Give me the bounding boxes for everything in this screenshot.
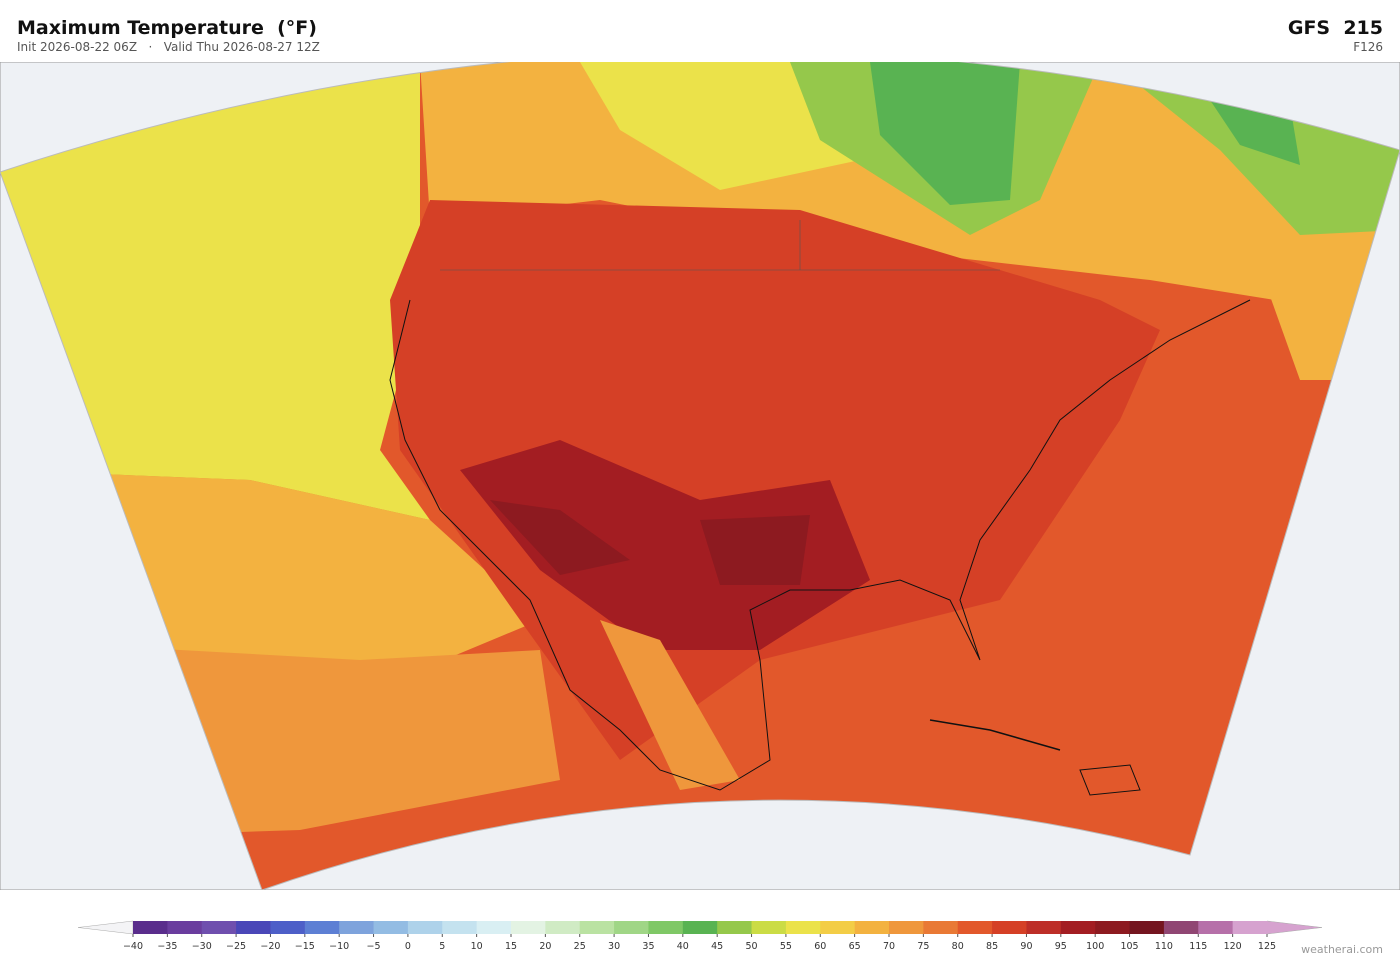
colorbar-tick-label: 110 — [1155, 941, 1173, 952]
colorbar-tick-label: 55 — [780, 941, 792, 952]
colorbar-tick-label: 85 — [986, 941, 998, 952]
colorbar-tick-label: −40 — [123, 941, 143, 952]
forecast-hour: F126 — [1353, 40, 1383, 54]
colorbar-tick-label: 115 — [1189, 941, 1207, 952]
colorbar-bin — [682, 921, 718, 934]
domain-outline — [0, 62, 1400, 890]
colorbar-bin — [167, 921, 203, 934]
colorbar-bin — [992, 921, 1027, 934]
colorbar-bin — [614, 921, 649, 934]
colorbar-bin — [1026, 921, 1062, 934]
colorbar-bin — [648, 921, 684, 934]
coastline — [929, 719, 1061, 751]
colorbar-tick-label: −35 — [157, 941, 177, 952]
colorbar-bin — [407, 921, 443, 934]
colorbar-extend-low — [77, 920, 134, 935]
colorbar-bin — [1163, 921, 1199, 934]
colorbar-bin — [339, 921, 375, 934]
colorbar-bin — [133, 921, 168, 934]
colorbar-tick-label: −20 — [260, 941, 280, 952]
colorbar: −40 −35 −30 −25 −20 −15 −10 −5 0 5 10 15 20 25 30 35 40 4… — [77, 920, 1323, 952]
colorbar-bin — [751, 921, 787, 934]
colorbar-tick-label: −5 — [367, 941, 381, 952]
colorbar-bin — [1198, 921, 1234, 934]
colorbar-tick-label: 45 — [711, 941, 723, 952]
colorbar-tick-label: 40 — [677, 941, 689, 952]
colorbar-tick-label: −25 — [226, 941, 246, 952]
colorbar-bin — [717, 921, 753, 934]
colorbar-tick-label: 75 — [917, 941, 929, 952]
border — [440, 220, 1000, 271]
colorbar-bin — [442, 921, 478, 934]
colorbar-bin — [511, 921, 546, 934]
colorbar-bin — [236, 921, 271, 934]
field-zone — [700, 515, 810, 585]
colorbar-tick-label: 60 — [814, 941, 826, 952]
colorbar-bin — [1060, 921, 1096, 934]
colorbar-bin — [476, 921, 512, 934]
field-zone — [490, 500, 630, 575]
field-zone — [460, 440, 870, 650]
colorbar-bin — [270, 921, 306, 934]
coastline — [1079, 764, 1141, 796]
colorbar-tick-label: 95 — [1055, 941, 1067, 952]
colorbar-bin — [201, 921, 237, 934]
colorbar-tick-label: −10 — [329, 941, 349, 952]
colorbar-tick-label: 5 — [439, 941, 445, 952]
coastline — [389, 299, 1251, 791]
field-zone — [0, 62, 430, 520]
colorbar-bin — [957, 921, 993, 934]
field-zone — [600, 620, 740, 790]
colorbar-tick-label: 10 — [471, 941, 483, 952]
colorbar-tick-label: −15 — [295, 941, 315, 952]
colorbar-tick-label: 90 — [1020, 941, 1032, 952]
colorbar-bin — [923, 921, 959, 934]
credit: weatherai.com — [1301, 943, 1383, 956]
colorbar-tick-label: 120 — [1224, 941, 1242, 952]
colorbar-tick-label: 50 — [745, 941, 757, 952]
field-zone — [390, 200, 1160, 760]
colorbar-bin — [1232, 921, 1268, 934]
colorbar-bin — [579, 921, 615, 934]
field-zone — [580, 62, 860, 190]
colorbar-tick-label: 125 — [1258, 941, 1276, 952]
colorbar-bin — [304, 921, 340, 934]
colorbar-tick-label: −30 — [192, 941, 212, 952]
colorbar-tick-label: 70 — [883, 941, 895, 952]
model-label: GFS 215 — [1288, 17, 1383, 39]
colorbar-tick-label: 25 — [574, 941, 586, 952]
colorbar-tick-label: 30 — [608, 941, 620, 952]
colorbar-bin — [785, 921, 821, 934]
subtitle: Init 2026-08-22 06Z · Valid Thu 2026-08-… — [17, 40, 320, 54]
colorbar-bin — [545, 921, 581, 934]
colorbar-tick-label: 80 — [952, 941, 964, 952]
colorbar-tick-label: 15 — [505, 941, 517, 952]
colorbar-tick-label: 0 — [405, 941, 411, 952]
colorbar-tick-label: 105 — [1120, 941, 1138, 952]
colorbar-tick-label: 65 — [849, 941, 861, 952]
colorbar-tick-label: 20 — [539, 941, 551, 952]
colorbar-bin — [889, 921, 924, 934]
colorbar-bin — [373, 921, 409, 934]
title: Maximum Temperature (°F) — [17, 17, 317, 39]
colorbar-bin — [854, 921, 890, 934]
colorbar-extend-high — [1266, 920, 1323, 935]
colorbar-bin — [820, 921, 856, 934]
colorbar-tick-label: 35 — [642, 941, 654, 952]
colorbar-bin — [1095, 921, 1131, 934]
field-zone — [870, 62, 1020, 205]
colorbar-bin — [1129, 921, 1165, 934]
colorbar-tick-label: 100 — [1086, 941, 1104, 952]
